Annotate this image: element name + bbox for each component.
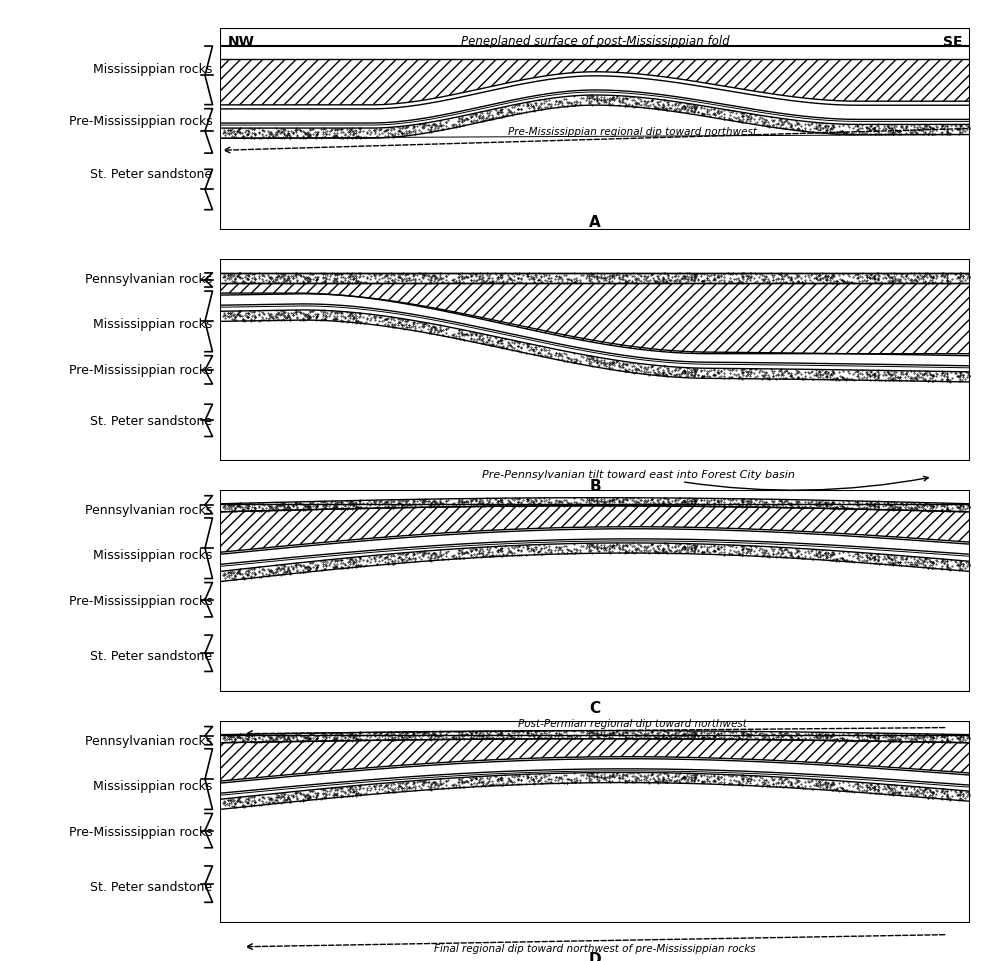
- Text: Peneplaned surface of post-Mississippian fold: Peneplaned surface of post-Mississippian…: [461, 35, 729, 48]
- Text: Pennsylvanian rocks: Pennsylvanian rocks: [85, 734, 212, 748]
- Text: St. Peter sandstone: St. Peter sandstone: [90, 414, 212, 428]
- Text: Pre-Pennsylvanian tilt toward east into Forest City basin: Pre-Pennsylvanian tilt toward east into …: [482, 469, 928, 491]
- Text: St. Peter sandstone: St. Peter sandstone: [90, 167, 212, 181]
- Text: NW: NW: [228, 35, 254, 49]
- Text: Mississippian rocks: Mississippian rocks: [93, 548, 212, 561]
- Text: Pre-Mississippian rocks: Pre-Mississippian rocks: [69, 115, 212, 128]
- Text: Pennsylvanian rocks: Pennsylvanian rocks: [85, 504, 212, 517]
- Text: Final regional dip toward northwest of pre-Mississippian rocks: Final regional dip toward northwest of p…: [434, 943, 756, 952]
- Text: Pre-Mississippian rocks: Pre-Mississippian rocks: [69, 595, 212, 607]
- Text: Mississippian rocks: Mississippian rocks: [93, 62, 212, 76]
- Text: A: A: [589, 215, 601, 230]
- Text: Pre-Mississippian rocks: Pre-Mississippian rocks: [69, 825, 212, 838]
- Text: Pennsylvanian rocks: Pennsylvanian rocks: [85, 273, 212, 286]
- Text: Post-Permian regional dip toward northwest: Post-Permian regional dip toward northwe…: [518, 718, 747, 727]
- Text: B: B: [589, 478, 601, 493]
- Text: D: D: [589, 951, 601, 961]
- Text: St. Peter sandstone: St. Peter sandstone: [90, 879, 212, 893]
- Text: St. Peter sandstone: St. Peter sandstone: [90, 649, 212, 662]
- Text: C: C: [589, 701, 601, 716]
- Text: SE: SE: [943, 35, 962, 49]
- Text: Pre-Mississippian regional dip toward northwest: Pre-Mississippian regional dip toward no…: [508, 127, 757, 137]
- Text: Pre-Mississippian rocks: Pre-Mississippian rocks: [69, 364, 212, 377]
- Text: Mississippian rocks: Mississippian rocks: [93, 778, 212, 792]
- Text: Mississippian rocks: Mississippian rocks: [93, 317, 212, 331]
